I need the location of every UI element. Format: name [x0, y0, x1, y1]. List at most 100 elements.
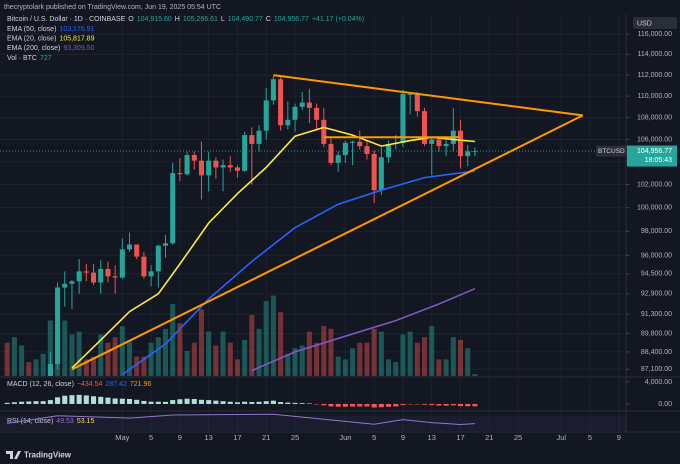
ohlc-prefix: L	[221, 16, 225, 23]
footer-bar	[0, 446, 680, 464]
x-tick-label: 9	[178, 433, 182, 442]
macd-bar	[184, 398, 190, 404]
macd-bar	[371, 403, 377, 408]
macd-value: 287.42	[105, 381, 127, 388]
candle-body	[227, 165, 233, 168]
candle-body	[134, 244, 140, 257]
candle-body	[314, 107, 320, 120]
candle-body	[328, 143, 334, 163]
legend-line: EMA (200, close) 93,309.50	[7, 45, 95, 52]
volume-bar	[62, 320, 68, 376]
macd-bar	[26, 401, 32, 404]
macd-bar	[19, 401, 25, 404]
candle-body	[191, 155, 197, 161]
volume-bar	[450, 337, 456, 376]
macd-bar	[242, 401, 248, 404]
volume-bar	[350, 348, 356, 376]
volume-bar	[278, 312, 284, 376]
volume-bar	[148, 342, 154, 376]
ohlc-value: 104,956.77	[274, 16, 309, 23]
rsi-band	[0, 415, 626, 431]
candle-body	[364, 146, 370, 154]
macd-name: MACD (12, 26, close)	[7, 381, 74, 388]
ema-value: 105,817.89	[59, 35, 94, 42]
symbol-tag-label: BTCUSD	[598, 148, 625, 155]
x-tick-label: 17	[233, 433, 241, 442]
volume-bar	[400, 334, 406, 376]
y-tick-label: 94,500.00	[641, 271, 672, 278]
macd-bar	[177, 399, 183, 404]
macd-bar	[134, 399, 140, 404]
publisher: thecryptolark published on TradingView.c…	[4, 4, 221, 11]
candle-body	[126, 244, 133, 250]
macd-bar	[314, 403, 320, 405]
macd-bar	[62, 395, 68, 404]
macd-bar	[119, 398, 125, 404]
macd-bar	[4, 402, 10, 404]
y-tick-label: 89,800.00	[641, 330, 672, 337]
macd-bar	[407, 403, 413, 405]
rsi-value: 53.15	[77, 418, 95, 425]
candle-body	[83, 271, 89, 273]
volume-bar	[270, 295, 276, 376]
macd-bar	[378, 403, 384, 408]
volume-bar	[299, 345, 305, 376]
candle-body	[278, 79, 284, 126]
candle-body	[242, 135, 248, 171]
ohlc-value: 105,266.61	[183, 16, 218, 23]
y-tick-label: 106,000.00	[637, 136, 672, 143]
candle-body	[465, 151, 471, 157]
x-tick-label: 21	[485, 433, 493, 442]
ema-value: 93,309.50	[63, 45, 94, 52]
volume-bar	[256, 328, 262, 376]
candle-body	[155, 245, 161, 272]
candle-body	[400, 94, 406, 143]
volume-bar	[4, 342, 10, 376]
macd-value: −434.54	[77, 381, 103, 388]
macd-bar	[278, 402, 284, 404]
volume-bar	[19, 345, 25, 376]
candle-body	[234, 167, 240, 171]
candle-body	[386, 143, 392, 158]
volume-bar	[472, 373, 478, 376]
ema-value: 103,176.91	[59, 26, 94, 33]
rsi-value: 49.53	[56, 418, 74, 425]
volume-bar	[177, 323, 183, 376]
x-tick-label: 25	[291, 433, 299, 442]
macd-bar	[270, 400, 276, 404]
volume-bar	[76, 331, 82, 376]
volume-bar	[357, 342, 363, 376]
candle-body	[119, 249, 125, 278]
ema-line	[121, 170, 476, 376]
volume-bar	[126, 339, 133, 376]
ema-name: EMA (200, close)	[7, 45, 60, 52]
candle-body	[414, 94, 420, 112]
macd-bar	[436, 403, 442, 406]
macd-bar	[191, 399, 197, 404]
candle-body	[47, 363, 53, 376]
x-tick-label: Jun	[339, 433, 351, 442]
y-tick-label: 114,000.00	[637, 51, 672, 58]
macd-bar	[69, 395, 75, 404]
macd-bar	[55, 397, 61, 404]
volume-bar	[465, 348, 471, 376]
currency-box	[633, 17, 677, 29]
legend-line: RSI (14, close) 49.53 53.15	[7, 418, 94, 425]
volume-bar	[335, 356, 341, 376]
candle-body	[256, 130, 262, 144]
candle-body	[350, 141, 356, 143]
candle-body	[335, 155, 341, 163]
candle-body	[170, 173, 176, 244]
macd-bar	[393, 403, 399, 407]
volume-bar	[342, 359, 348, 376]
volume-value: 727	[40, 55, 52, 62]
y-tick-label: 88,400.00	[641, 349, 672, 356]
candle-body	[422, 111, 428, 144]
macd-bar	[155, 401, 161, 404]
macd-bar	[414, 403, 420, 405]
volume-bar	[91, 356, 97, 376]
ohlc-prefix: C	[266, 16, 271, 23]
macd-bar	[105, 397, 111, 404]
macd-tick-label: 0.00	[658, 401, 672, 408]
